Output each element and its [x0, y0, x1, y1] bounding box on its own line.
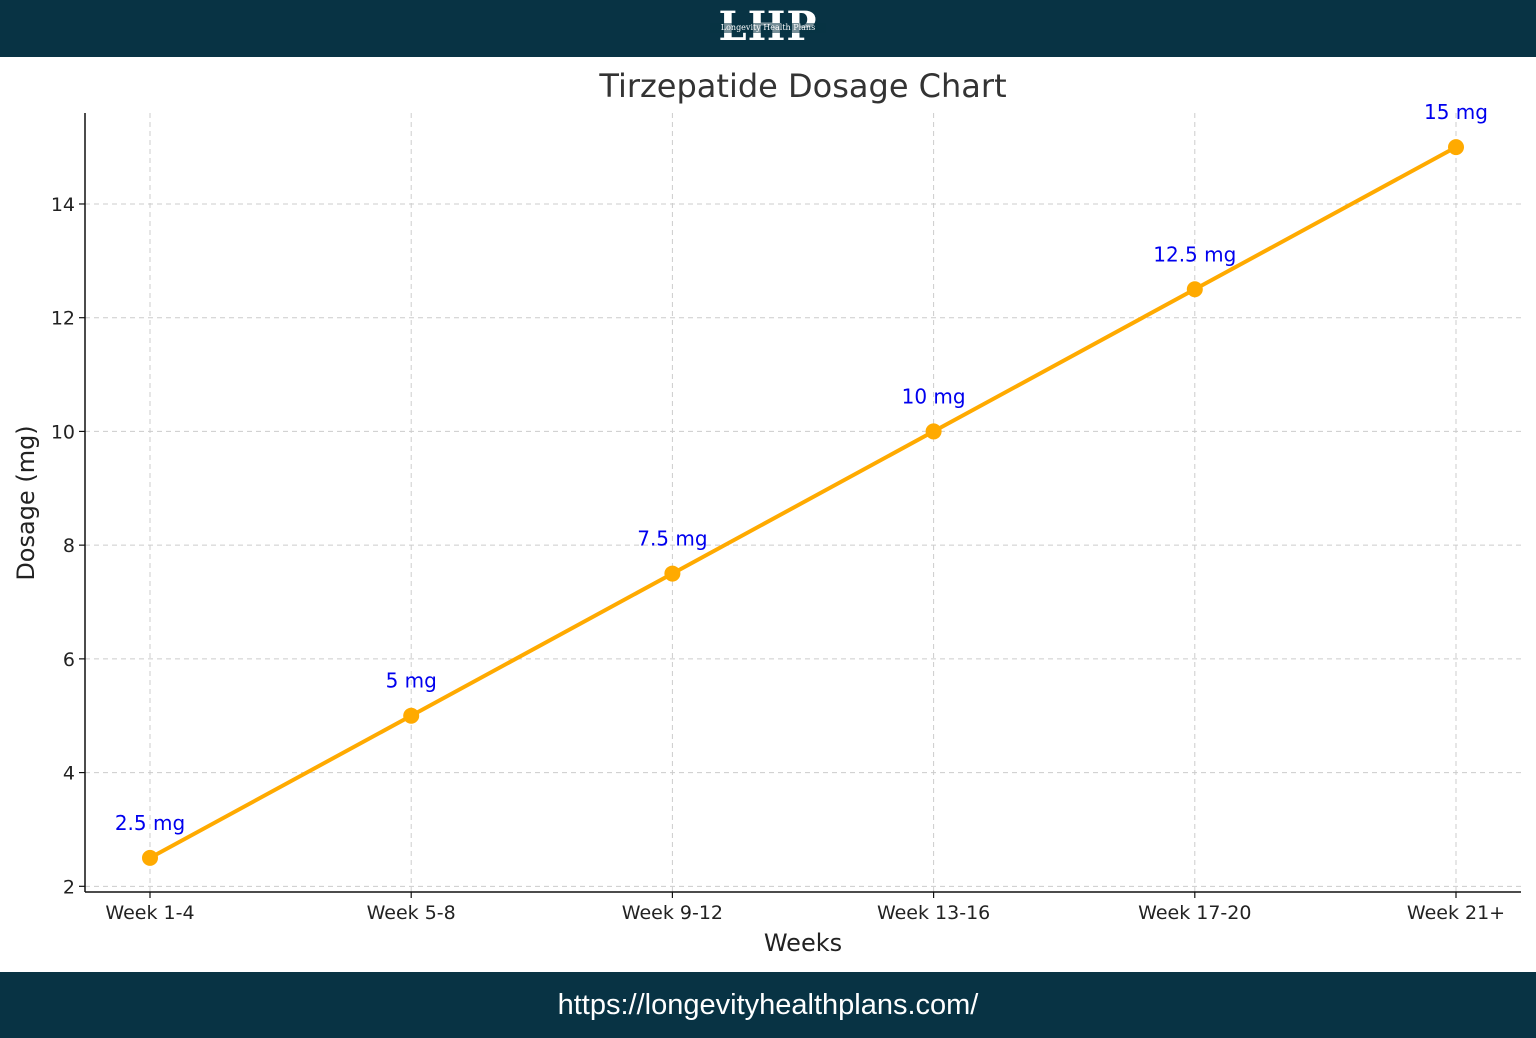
footer-bar: https://longevityhealthplans.com/	[0, 972, 1536, 1038]
data-point	[142, 849, 158, 866]
data-label: 10 mg	[902, 384, 966, 408]
data-label: 5 mg	[386, 669, 437, 693]
data-label: 2.5 mg	[115, 811, 185, 835]
y-axis-title: Dosage (mg)	[12, 425, 40, 580]
data-labels: 2.5 mg 5 mg 7.5 mg 10 mg 12.5 mg 15 mg	[115, 100, 1488, 835]
x-tick-label: Week 5-8	[367, 902, 456, 924]
y-tick-label: 6	[63, 649, 75, 671]
y-tick-label: 2	[63, 876, 75, 898]
y-tick-label: 4	[63, 763, 75, 785]
data-point	[1448, 139, 1464, 156]
data-point	[403, 707, 420, 724]
axes	[84, 113, 1521, 893]
x-tick-label: Week 17-20	[1138, 902, 1251, 924]
x-tick-label: Week 1-4	[105, 902, 194, 924]
x-axis-title: Weeks	[764, 929, 842, 957]
y-tick-label: 14	[51, 194, 75, 216]
y-tick-label: 10	[51, 421, 75, 443]
brand-logo[interactable]: LHP Longevity Health Plans	[710, 2, 826, 54]
x-axis-ticks: Week 1-4 Week 5-8 Week 9-12 Week 13-16 Week …	[105, 892, 1505, 924]
data-label: 15 mg	[1424, 100, 1488, 124]
data-point	[664, 565, 681, 582]
y-axis-ticks: 2 4 6 8 10 12 14	[51, 194, 85, 898]
x-tick-label: Week 13-16	[877, 902, 990, 924]
x-tick-label: Week 9-12	[622, 902, 723, 924]
footer-url-link[interactable]: https://longevityhealthplans.com/	[557, 989, 979, 1021]
y-tick-label: 12	[51, 308, 75, 330]
data-point	[925, 423, 942, 440]
x-tick-label: Week 21+	[1407, 902, 1505, 924]
logo-subtitle: Longevity Health Plans	[710, 23, 826, 33]
series-dosage	[142, 139, 1464, 866]
chart-title: Tirzepatide Dosage Chart	[598, 67, 1006, 105]
y-tick-label: 8	[63, 535, 75, 557]
data-label: 12.5 mg	[1153, 242, 1236, 266]
series-line	[149, 145, 1457, 860]
grid-lines	[85, 113, 1521, 892]
dosage-line-chart: Tirzepatide Dosage Chart Week 1-4 Week 5-…	[12, 67, 1521, 957]
header-bar: LHP Longevity Health Plans	[0, 0, 1536, 57]
data-point	[1186, 281, 1203, 298]
data-label: 7.5 mg	[637, 527, 707, 551]
